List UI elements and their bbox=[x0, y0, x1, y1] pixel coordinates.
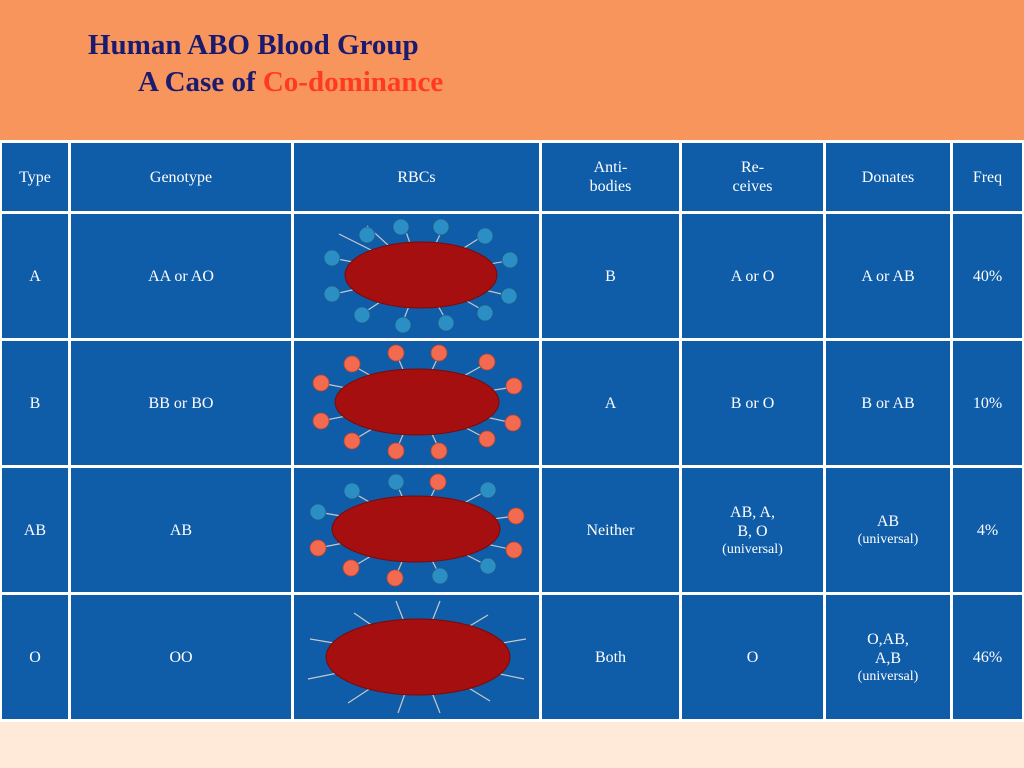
header-rbcs-label: RBCs bbox=[397, 168, 436, 186]
row-o-type: O bbox=[2, 595, 68, 719]
rbc-with-a-antigens-icon bbox=[323, 218, 519, 334]
row-ab-donates-label: AB bbox=[876, 513, 900, 530]
row-ab-genotype-label: AB bbox=[169, 521, 193, 539]
row-o-donates: O,AB, A,B (universal) bbox=[826, 595, 950, 719]
row-b-freq: 10% bbox=[953, 341, 1022, 465]
row-o-donates-label: O,AB, A,B bbox=[867, 630, 909, 667]
row-a-donates-label: A or AB bbox=[861, 267, 915, 285]
row-a-antibodies: B bbox=[542, 214, 679, 338]
row-a-freq-label: 40% bbox=[972, 267, 1003, 285]
row-a-donates: A or AB bbox=[826, 214, 950, 338]
row-b-type-label: B bbox=[29, 394, 41, 412]
header-antibodies-label: Anti- bodies bbox=[589, 159, 632, 195]
row-o-genotype: OO bbox=[71, 595, 291, 719]
rbc-no-antigens-icon bbox=[307, 600, 527, 714]
title-banner: Human ABO Blood Group A Case of Co-domin… bbox=[0, 0, 1024, 140]
row-o-donates-note: (universal) bbox=[857, 668, 919, 684]
row-a-rbc bbox=[294, 214, 539, 338]
row-o-receives: O bbox=[682, 595, 823, 719]
header-freq: Freq bbox=[953, 143, 1022, 211]
row-a-type: A bbox=[2, 214, 68, 338]
row-a-type-label: A bbox=[29, 267, 41, 285]
rbc-with-ab-antigens-icon bbox=[309, 473, 525, 587]
row-b-freq-label: 10% bbox=[972, 394, 1003, 412]
subtitle-prefix: A Case of bbox=[138, 66, 263, 98]
header-genotype: Genotype bbox=[71, 143, 291, 211]
row-ab-antibodies: Neither bbox=[542, 468, 679, 592]
page-title: Human ABO Blood Group bbox=[88, 29, 419, 61]
row-a-genotype-label: AA or AO bbox=[148, 267, 214, 285]
header-rbcs: RBCs bbox=[294, 143, 539, 211]
row-b-genotype-label: BB or BO bbox=[148, 394, 214, 412]
row-ab-receives: AB, A, B, O (universal) bbox=[682, 468, 823, 592]
row-ab-donates-note: (universal) bbox=[857, 532, 919, 547]
row-o-receives-label: O bbox=[746, 648, 759, 666]
header-type: Type bbox=[2, 143, 68, 211]
row-ab-rbc bbox=[294, 468, 539, 592]
rbc-with-b-antigens-icon bbox=[312, 344, 523, 460]
header-type-label: Type bbox=[19, 168, 51, 186]
header-donates-label: Donates bbox=[861, 168, 915, 186]
header-freq-label: Freq bbox=[972, 168, 1003, 186]
row-b-donates: B or AB bbox=[826, 341, 950, 465]
row-b-genotype: BB or BO bbox=[71, 341, 291, 465]
row-b-receives: B or O bbox=[682, 341, 823, 465]
subtitle-accent: Co-dominance bbox=[262, 66, 444, 98]
row-o-rbc bbox=[294, 595, 539, 719]
row-a-receives-label: A or O bbox=[730, 267, 775, 285]
row-a-receives: A or O bbox=[682, 214, 823, 338]
row-a-antibodies-label: B bbox=[605, 267, 616, 285]
row-ab-receives-label: AB, A, B, O bbox=[730, 503, 775, 540]
row-b-rbc bbox=[294, 341, 539, 465]
row-a-freq: 40% bbox=[953, 214, 1022, 338]
header-receives-label: Re- ceives bbox=[732, 159, 773, 195]
row-ab-type: AB bbox=[2, 468, 68, 592]
header-receives: Re- ceives bbox=[682, 143, 823, 211]
blood-group-table: Type Genotype RBCs Anti- bodies Re- ceiv… bbox=[0, 140, 1024, 722]
row-o-freq-label: 46% bbox=[972, 648, 1003, 666]
page-subtitle: A Case of Co-dominance bbox=[138, 65, 443, 99]
header-donates: Donates bbox=[826, 143, 950, 211]
row-a-genotype: AA or AO bbox=[71, 214, 291, 338]
row-ab-receives-note: (universal) bbox=[722, 541, 783, 557]
header-genotype-label: Genotype bbox=[149, 168, 213, 186]
header-antibodies: Anti- bodies bbox=[542, 143, 679, 211]
row-ab-genotype: AB bbox=[71, 468, 291, 592]
row-b-type: B bbox=[2, 341, 68, 465]
row-ab-antibodies-label: Neither bbox=[586, 521, 635, 539]
row-ab-donates: AB (universal) bbox=[826, 468, 950, 592]
row-b-receives-label: B or O bbox=[730, 394, 775, 412]
row-ab-freq: 4% bbox=[953, 468, 1022, 592]
row-ab-type-label: AB bbox=[23, 521, 47, 539]
row-o-type-label: O bbox=[29, 648, 41, 666]
row-ab-freq-label: 4% bbox=[976, 521, 999, 539]
row-b-antibodies-label: A bbox=[604, 394, 617, 412]
row-o-freq: 46% bbox=[953, 595, 1022, 719]
row-o-genotype-label: OO bbox=[169, 648, 193, 666]
row-o-antibodies: Both bbox=[542, 595, 679, 719]
row-o-antibodies-label: Both bbox=[594, 648, 627, 666]
row-b-antibodies: A bbox=[542, 341, 679, 465]
row-b-donates-label: B or AB bbox=[861, 394, 915, 412]
